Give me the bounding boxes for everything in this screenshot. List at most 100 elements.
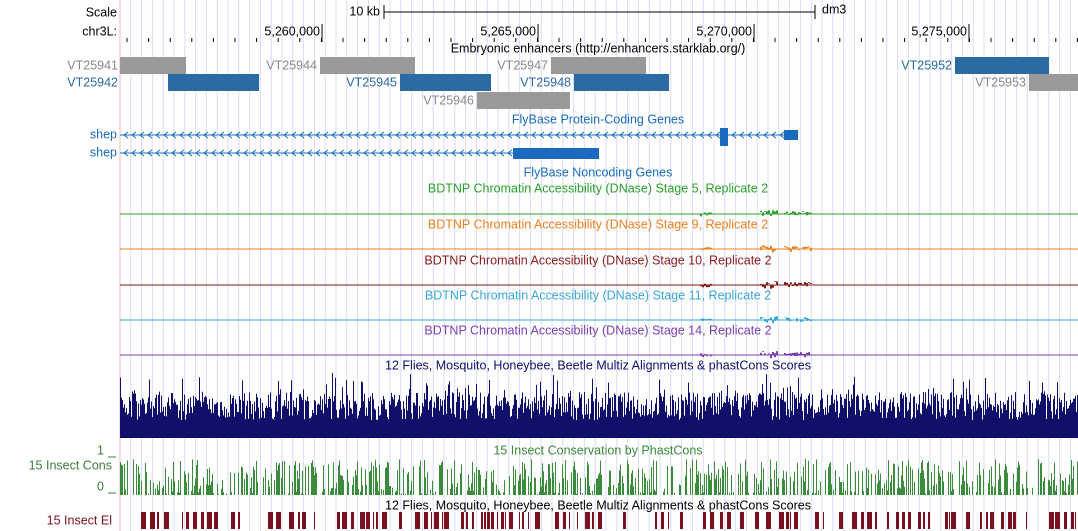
signal	[802, 353, 804, 355]
signal	[794, 319, 796, 321]
signal	[784, 353, 786, 356]
conserved-element	[289, 512, 294, 529]
track-title: BDTNP Chromatin Accessibility (DNase) St…	[428, 181, 768, 195]
signal	[702, 248, 704, 250]
strand-arrow	[331, 149, 337, 157]
signal	[796, 352, 798, 356]
signal	[770, 213, 772, 217]
signal	[800, 248, 802, 250]
signal	[786, 353, 788, 356]
track-title: 15 Insect Conservation by PhastCons	[493, 443, 702, 457]
signal	[800, 282, 802, 285]
strand-arrow	[523, 131, 529, 139]
track-title: Embryonic enhancers (http://enhancers.st…	[451, 41, 746, 55]
strand-arrow	[475, 131, 481, 139]
conserved-element	[839, 512, 843, 529]
conserved-element	[1075, 512, 1076, 529]
signal	[766, 354, 768, 356]
signal	[806, 317, 808, 321]
enhancer-label: VT25944	[266, 58, 317, 72]
strand-arrow	[203, 149, 209, 157]
track-title: BDTNP Chromatin Accessibility (DNase) St…	[424, 253, 771, 267]
conserved-element	[382, 512, 387, 529]
conserved-element	[923, 512, 925, 529]
signal	[776, 281, 778, 286]
signal	[786, 282, 788, 285]
conserved-element	[376, 512, 378, 529]
strand-arrow	[147, 149, 153, 157]
signal	[700, 284, 702, 287]
signal	[710, 354, 712, 357]
signal	[806, 246, 808, 249]
conserved-element	[535, 512, 540, 529]
conserved-element	[703, 512, 706, 529]
strand-arrow	[211, 149, 217, 157]
exon	[513, 148, 599, 159]
signal	[768, 353, 770, 355]
enhancer-label: VT25948	[520, 75, 571, 89]
conserved-element	[157, 512, 159, 529]
strand-arrow	[755, 131, 761, 139]
conserved-element	[951, 512, 956, 529]
signal	[768, 210, 770, 215]
strand-arrow	[187, 131, 193, 139]
track-title: BDTNP Chromatin Accessibility (DNase) St…	[425, 288, 771, 302]
strand-arrow	[635, 131, 641, 139]
strand-arrow	[707, 131, 713, 139]
conserved-element	[1026, 512, 1027, 529]
conserved-element	[497, 512, 498, 529]
enhancer	[551, 57, 646, 74]
conserved-element	[1055, 512, 1060, 529]
signal	[798, 353, 800, 356]
signal	[700, 248, 702, 250]
signal	[760, 246, 762, 251]
strand-arrow	[171, 149, 177, 157]
signal	[760, 352, 762, 356]
strand-arrow	[739, 131, 745, 139]
conserved-element	[351, 512, 354, 529]
strand-arrow	[427, 149, 433, 157]
strand-arrow	[347, 131, 353, 139]
enhancer-label: VT25953	[975, 75, 1026, 89]
conserved-element	[908, 512, 911, 529]
assembly: dm3	[822, 2, 846, 16]
strand-arrow	[131, 149, 137, 157]
signal	[764, 246, 766, 248]
conserved-element	[472, 512, 474, 529]
strand-arrow	[403, 131, 409, 139]
enhancer	[1029, 74, 1078, 91]
strand-arrow	[387, 131, 393, 139]
strand-arrow	[227, 131, 233, 139]
conserved-element	[434, 512, 439, 529]
strand-arrow	[267, 149, 273, 157]
signal	[776, 210, 778, 215]
signal	[760, 316, 762, 319]
strand-arrow	[211, 131, 217, 139]
strand-arrow	[659, 131, 665, 139]
signal	[808, 246, 810, 248]
signal	[792, 319, 794, 321]
conserved-element	[431, 512, 432, 529]
track-label: 15 Insect Cons	[29, 458, 112, 472]
strand-arrow	[235, 149, 241, 157]
strand-arrow	[619, 131, 625, 139]
signal	[710, 283, 712, 286]
enhancer-label: VT25946	[423, 93, 474, 107]
enhancer	[400, 74, 491, 91]
conserved-element	[1064, 512, 1067, 529]
strand-arrow	[539, 131, 545, 139]
conserved-element	[528, 512, 529, 529]
signal	[808, 318, 810, 321]
strand-arrow	[227, 149, 233, 157]
conserved-element	[779, 512, 784, 529]
conserved-element	[1001, 512, 1004, 529]
signal	[804, 282, 806, 286]
signal	[802, 211, 804, 212]
conserved-element	[655, 512, 657, 529]
signal	[770, 245, 772, 250]
track-title: FlyBase Noncoding Genes	[524, 165, 673, 179]
signal	[706, 213, 708, 216]
conserved-element	[980, 512, 982, 529]
signal	[762, 316, 764, 318]
strand-arrow	[763, 131, 769, 139]
